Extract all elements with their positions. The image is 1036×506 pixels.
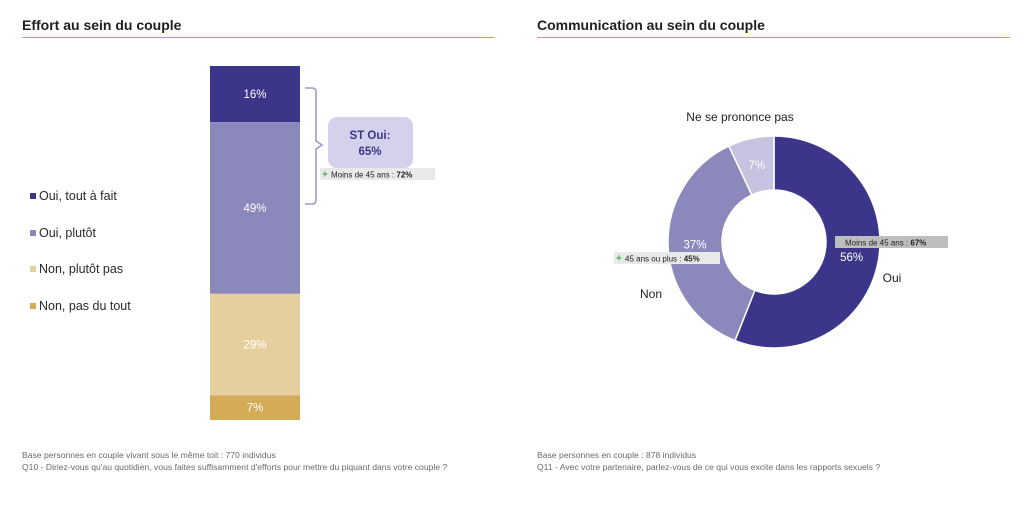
bar-segment: [210, 293, 300, 396]
legend-swatch: [30, 193, 36, 200]
legend-item: Non, plutôt pas: [30, 251, 131, 288]
bar-value-label: 49%: [243, 203, 266, 215]
left-panel-title: Effort au sein du couple: [22, 17, 182, 33]
bar-value-label: 29%: [243, 340, 266, 352]
legend-swatch: [30, 266, 36, 273]
age-note-prefix: Moins de 45 ans :: [331, 171, 396, 180]
legend-item: Oui, tout à fait: [30, 178, 131, 215]
age-note: Moins de 45 ans : 72%: [331, 171, 412, 180]
right-panel-title: Communication au sein du couple: [537, 17, 765, 33]
age-note-background: [320, 168, 435, 180]
st-oui-callout-label: ST Oui:: [350, 130, 391, 142]
bar-segment: [210, 395, 300, 420]
left-footnote-base: Base personnes en couple vivant sous le …: [22, 450, 276, 460]
right-title-rule: [537, 37, 1010, 38]
bar-value-label: 7%: [247, 403, 264, 415]
legend-swatch: [30, 229, 36, 236]
legend-item: Non, pas du tout: [30, 288, 131, 325]
bar-segment: [210, 66, 300, 123]
left-footnote: Base personnes en couple vivant sous le …: [22, 449, 492, 473]
legend-item: Oui, plutôt: [30, 215, 131, 252]
bar-legend: Oui, tout à fait Oui, plutôt Non, plutôt…: [30, 178, 131, 324]
legend-swatch: [30, 302, 36, 309]
age-note-value: 72%: [396, 171, 412, 180]
right-footnote-question: Q11 - Avec votre partenaire, parlez-vous…: [537, 462, 881, 472]
legend-label: Oui, plutôt: [39, 225, 96, 240]
st-oui-callout-value: 65%: [358, 146, 381, 158]
legend-label: Non, plutôt pas: [39, 262, 124, 277]
plus-icon: +: [322, 170, 328, 181]
bar-segment: [210, 122, 300, 294]
legend-label: Non, pas du tout: [39, 298, 131, 313]
oui-bracket: [305, 87, 324, 205]
left-footnote-question: Q10 - Diriez-vous qu'au quotidien, vous …: [22, 462, 448, 472]
left-title-rule: [22, 37, 494, 38]
right-footnote: Base personnes en couple : 878 individus…: [537, 449, 1007, 473]
bar-value-label: 16%: [243, 89, 266, 101]
legend-label: Oui, tout à fait: [39, 189, 117, 204]
right-footnote-base: Base personnes en couple : 878 individus: [537, 450, 697, 460]
st-oui-callout: [328, 117, 413, 168]
